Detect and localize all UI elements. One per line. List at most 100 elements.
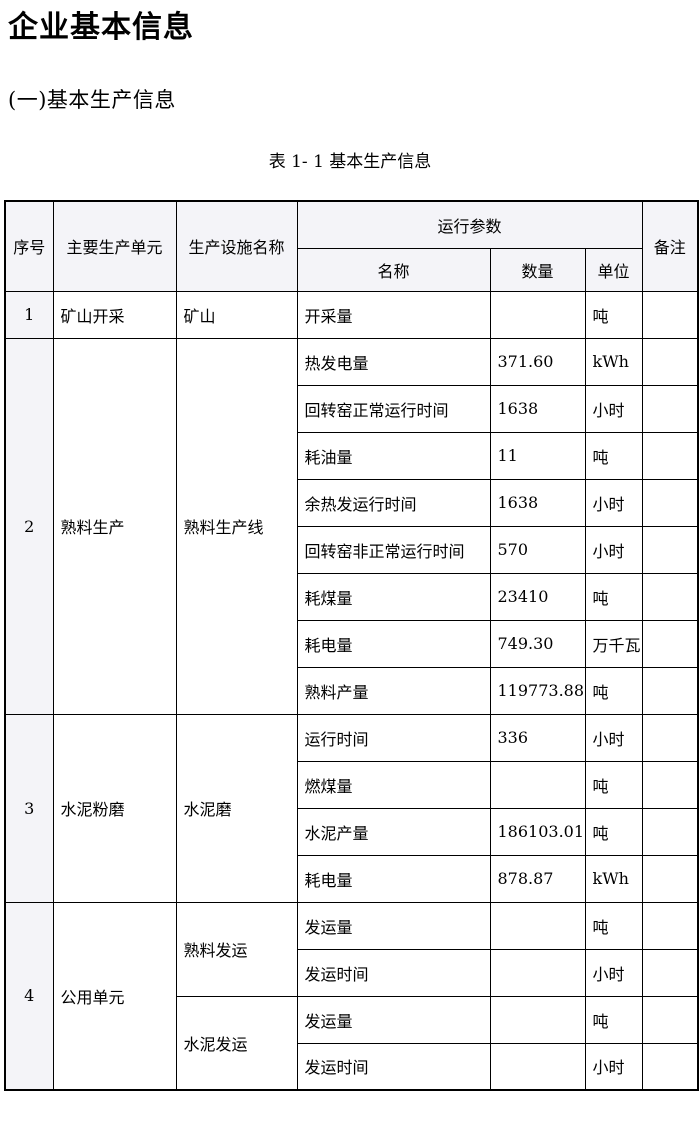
remark-cell [641, 807, 699, 856]
table-row: 余热发运行时间 1638 小时 [5, 478, 699, 527]
table-row: 耗电量 878.87 kWh [5, 854, 699, 903]
quantity-cell [489, 1042, 586, 1091]
col-header-params-group: 运行参数 [296, 200, 643, 249]
param-name-cell: 耗电量 [296, 619, 491, 668]
uom-cell: 小时 [584, 478, 643, 527]
col-header-param-name: 名称 [296, 247, 491, 292]
quantity-cell [489, 948, 586, 997]
quantity-cell: 878.87 [489, 854, 586, 903]
uom-cell: 吨 [584, 290, 643, 339]
col-header-quantity: 数量 [489, 247, 586, 292]
uom-cell: 吨 [584, 431, 643, 480]
remark-cell [641, 713, 699, 762]
quantity-cell: 371.60 [489, 337, 586, 386]
remark-cell [641, 901, 699, 950]
facility-cell: 熟料生产线 [175, 337, 298, 715]
facility-cell: 矿山 [175, 290, 298, 339]
header-row-top: 序号 主要生产单元 生产设施名称 运行参数 备注 [4, 200, 699, 292]
uom-cell: 小时 [584, 1042, 643, 1091]
uom-cell: 吨 [584, 901, 643, 950]
uom-cell: 小时 [584, 525, 643, 574]
main-unit-cell: 公用单元 [52, 901, 177, 1091]
param-name-cell: 燃煤量 [296, 760, 491, 809]
table-row: 发运时间 小时 [5, 948, 699, 997]
quantity-cell [489, 290, 586, 339]
param-name-cell: 开采量 [296, 290, 491, 339]
facility-cell: 熟料发运 [175, 901, 298, 997]
col-header-uom: 单位 [584, 247, 643, 292]
table-row: 耗油量 11 吨 [5, 431, 699, 480]
param-name-cell: 热发电量 [296, 337, 491, 386]
production-info-table: 序号 主要生产单元 生产设施名称 运行参数 备注 名称 数量 单位 1 矿山开采矿… [4, 200, 700, 1091]
param-name-cell: 发运量 [296, 995, 491, 1044]
quantity-cell: 1638 [489, 384, 586, 433]
remark-cell [641, 760, 699, 809]
quantity-cell: 570 [489, 525, 586, 574]
main-unit-cell: 矿山开采 [52, 290, 177, 339]
param-name-cell: 发运时间 [296, 1042, 491, 1091]
quantity-cell: 11 [489, 431, 586, 480]
param-name-cell: 发运时间 [296, 948, 491, 997]
table-row: 水泥产量 186103.01 吨 [5, 807, 699, 856]
main-unit-cell: 熟料生产 [52, 337, 177, 715]
table-body: 1 矿山开采 矿山 开采量吨 2 熟料生产 熟料生产线 热发电量 371.60 kWh 回转窑正常运… [4, 290, 699, 1091]
main-unit-cell: 水泥粉磨 [52, 713, 177, 903]
table-row: 2 熟料生产 熟料生产线 热发电量 371.60 kWh [4, 337, 699, 715]
remark-cell [641, 431, 699, 480]
table-row: 回转窑非正常运行时间 570 小时 [5, 525, 699, 574]
table-caption: 表 1- 1 基本生产信息 [268, 152, 432, 172]
section-heading: (一)基本生产信息 [8, 88, 176, 112]
uom-cell: 万千瓦 [584, 619, 643, 668]
remark-cell [641, 384, 699, 433]
col-header-remarks: 备注 [641, 200, 699, 292]
remark-cell [641, 572, 699, 621]
uom-cell: 吨 [584, 666, 643, 715]
col-header-facility: 生产设施名称 [175, 200, 298, 292]
remark-cell [641, 290, 699, 339]
uom-cell: 吨 [584, 572, 643, 621]
param-name-cell: 余热发运行时间 [296, 478, 491, 527]
seq-cell: 2 [4, 337, 54, 715]
remark-cell [641, 619, 699, 668]
uom-cell: 小时 [584, 948, 643, 997]
table-row: 耗煤量 23410 吨 [5, 572, 699, 621]
remark-cell [641, 854, 699, 903]
table-row: 4 公用单元 熟料发运 发运量吨 [4, 901, 699, 1091]
remark-cell [641, 1042, 699, 1091]
param-name-cell: 回转窑正常运行时间 [296, 384, 491, 433]
uom-cell: 小时 [584, 384, 643, 433]
param-name-cell: 水泥产量 [296, 807, 491, 856]
uom-cell: 吨 [584, 807, 643, 856]
remark-cell [641, 995, 699, 1044]
quantity-cell: 336 [489, 713, 586, 762]
quantity-cell: 23410 [489, 572, 586, 621]
table-row: 燃煤量 吨 [5, 760, 699, 809]
col-header-main-unit: 主要生产单元 [52, 200, 177, 292]
uom-cell: kWh [584, 337, 643, 386]
quantity-cell: 749.30 [489, 619, 586, 668]
facility-cell: 水泥发运 [175, 995, 298, 1091]
seq-cell: 1 [4, 290, 54, 339]
quantity-cell [489, 995, 586, 1044]
quantity-cell: 186103.01 [489, 807, 586, 856]
param-name-cell: 回转窑非正常运行时间 [296, 525, 491, 574]
remark-cell [641, 666, 699, 715]
param-name-cell: 耗油量 [296, 431, 491, 480]
remark-cell [641, 337, 699, 386]
remark-cell [641, 525, 699, 574]
table-row: 水泥发运 发运量 吨 [5, 995, 699, 1091]
table-row: 1 矿山开采 矿山 开采量 吨 [4, 290, 699, 339]
uom-cell: kWh [584, 854, 643, 903]
param-name-cell: 发运量 [296, 901, 491, 950]
seq-cell: 3 [4, 713, 54, 903]
uom-cell: 小时 [584, 713, 643, 762]
uom-cell: 吨 [584, 760, 643, 809]
seq-cell: 4 [4, 901, 54, 1091]
quantity-cell [489, 901, 586, 950]
uom-cell: 吨 [584, 995, 643, 1044]
table-row: 发运时间 小时 [5, 1042, 699, 1091]
table-row: 3 水泥粉磨 水泥磨 运行时间 336 小时 [4, 713, 699, 903]
page-title: 企业基本信息 [8, 10, 194, 45]
param-name-cell: 耗煤量 [296, 572, 491, 621]
param-name-cell: 耗电量 [296, 854, 491, 903]
